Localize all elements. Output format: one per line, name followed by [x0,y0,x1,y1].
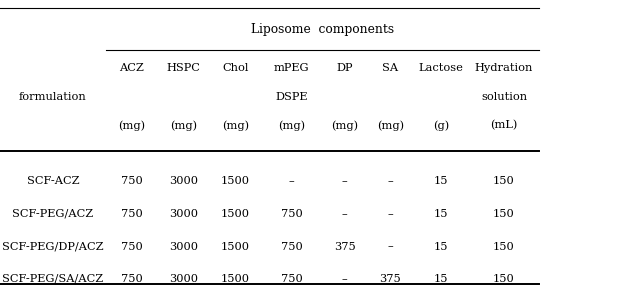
Text: 750: 750 [281,209,302,219]
Text: –: – [288,176,295,186]
Text: 3000: 3000 [169,209,198,219]
Text: 1500: 1500 [221,176,250,186]
Text: 150: 150 [493,209,515,219]
Text: (mL): (mL) [490,120,518,131]
Text: 375: 375 [334,241,356,252]
Text: DP: DP [336,63,353,74]
Text: 15: 15 [434,209,449,219]
Text: ACZ: ACZ [119,63,144,74]
Text: formulation: formulation [19,92,87,102]
Text: Liposome  components: Liposome components [251,23,394,36]
Text: 150: 150 [493,241,515,252]
Text: 1500: 1500 [221,241,250,252]
Text: 3000: 3000 [169,274,198,284]
Text: 750: 750 [121,274,142,284]
Text: Lactose: Lactose [419,63,464,74]
Text: Chol: Chol [222,63,249,74]
Text: SA: SA [383,63,398,74]
Text: 750: 750 [121,241,142,252]
Text: (mg): (mg) [170,120,197,131]
Text: 150: 150 [493,176,515,186]
Text: 750: 750 [281,274,302,284]
Text: (mg): (mg) [222,120,249,131]
Text: (mg): (mg) [377,120,404,131]
Text: 375: 375 [379,274,401,284]
Text: SCF-ACZ: SCF-ACZ [27,176,79,186]
Text: 15: 15 [434,274,449,284]
Text: 3000: 3000 [169,241,198,252]
Text: (mg): (mg) [278,120,305,131]
Text: 15: 15 [434,176,449,186]
Text: –: – [342,209,348,219]
Text: SCF-PEG/ACZ: SCF-PEG/ACZ [12,209,93,219]
Text: –: – [342,176,348,186]
Text: 750: 750 [121,176,142,186]
Text: solution: solution [481,92,527,102]
Text: SCF-PEG/DP/ACZ: SCF-PEG/DP/ACZ [2,241,104,252]
Text: –: – [388,241,393,252]
Text: 3000: 3000 [169,176,198,186]
Text: SCF-PEG/SA/ACZ: SCF-PEG/SA/ACZ [2,274,103,284]
Text: DSPE: DSPE [275,92,308,102]
Text: mPEG: mPEG [273,63,310,74]
Text: 1500: 1500 [221,209,250,219]
Text: (mg): (mg) [331,120,358,131]
Text: 1500: 1500 [221,274,250,284]
Text: –: – [388,176,393,186]
Text: HSPC: HSPC [166,63,201,74]
Text: (mg): (mg) [118,120,145,131]
Text: 750: 750 [121,209,142,219]
Text: 15: 15 [434,241,449,252]
Text: Hydration: Hydration [475,63,533,74]
Text: –: – [342,274,348,284]
Text: 150: 150 [493,274,515,284]
Text: 750: 750 [281,241,302,252]
Text: –: – [388,209,393,219]
Text: (g): (g) [433,120,449,131]
